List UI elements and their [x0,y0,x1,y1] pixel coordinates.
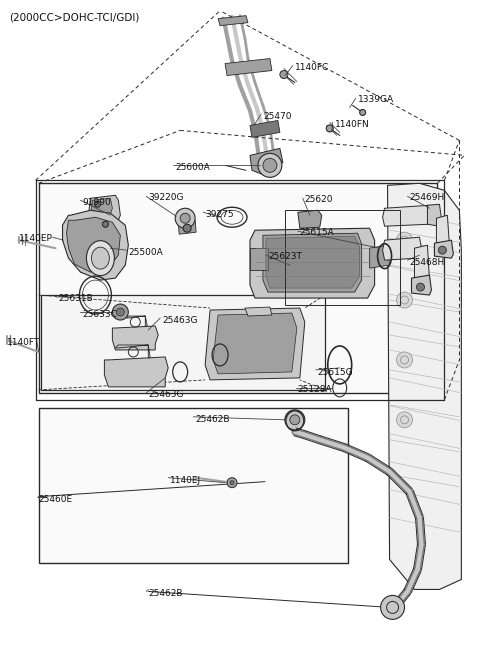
Text: 39220G: 39220G [148,194,184,202]
Bar [38,408,348,562]
Text: 25128A: 25128A [298,385,333,394]
Polygon shape [67,217,120,272]
Polygon shape [263,233,361,292]
Circle shape [230,481,234,485]
Polygon shape [213,313,297,374]
Polygon shape [250,148,283,175]
Polygon shape [205,308,305,380]
Text: 25468H: 25468H [409,258,445,267]
Text: 25470: 25470 [263,112,291,121]
Text: 1140EJ: 1140EJ [170,476,201,485]
Circle shape [285,410,305,430]
Polygon shape [434,240,454,258]
Polygon shape [104,357,168,387]
Polygon shape [383,205,432,226]
Circle shape [95,201,100,207]
Polygon shape [415,245,430,285]
Text: 39275: 39275 [205,211,234,219]
Polygon shape [298,211,322,228]
Circle shape [227,478,237,487]
Text: 25631B: 25631B [59,294,93,303]
Polygon shape [250,248,268,270]
Polygon shape [411,275,432,295]
Text: 25620: 25620 [305,195,333,204]
Polygon shape [88,195,120,230]
Circle shape [360,110,366,115]
Polygon shape [112,326,158,350]
Circle shape [183,224,191,232]
Polygon shape [245,307,272,316]
Circle shape [258,154,282,177]
Circle shape [180,213,190,223]
Bar [41,295,325,390]
Polygon shape [436,215,449,250]
Text: 1140FT: 1140FT [7,338,40,347]
Circle shape [438,246,446,254]
Polygon shape [266,236,360,288]
Text: 1140FC: 1140FC [295,62,329,72]
Circle shape [396,412,412,428]
Ellipse shape [91,247,109,269]
Polygon shape [178,220,196,234]
Polygon shape [218,16,248,26]
Text: 1339GA: 1339GA [358,96,394,104]
Polygon shape [387,183,461,590]
Circle shape [396,232,412,248]
Text: 25462B: 25462B [195,415,229,424]
Circle shape [175,208,195,228]
Text: 25463G: 25463G [148,390,184,399]
Text: 25615A: 25615A [300,228,335,237]
Circle shape [396,292,412,308]
Polygon shape [370,245,390,268]
Text: (2000CC>DOHC-TCI/GDI): (2000CC>DOHC-TCI/GDI) [9,12,139,23]
Circle shape [263,158,277,173]
Polygon shape [428,204,442,226]
Polygon shape [115,345,150,358]
Circle shape [396,352,412,368]
Circle shape [381,596,405,619]
Bar [285,211,399,305]
Ellipse shape [86,241,114,276]
Text: 25462B: 25462B [148,590,183,598]
Circle shape [417,283,424,291]
Polygon shape [225,58,272,75]
Polygon shape [383,237,421,260]
Circle shape [102,221,108,227]
Text: 25623T: 25623T [268,252,302,261]
Text: 25500A: 25500A [128,248,163,257]
Circle shape [290,415,300,425]
Polygon shape [90,198,112,220]
Text: 1140FN: 1140FN [335,121,370,129]
Polygon shape [126,316,147,326]
Circle shape [112,304,128,320]
Polygon shape [250,228,374,298]
Bar [38,183,437,393]
Text: 91990: 91990 [83,198,111,207]
Circle shape [326,125,333,132]
Circle shape [280,71,288,79]
Text: 1140EP: 1140EP [19,234,52,243]
Polygon shape [250,121,280,137]
Polygon shape [62,211,128,280]
Text: 25615G: 25615G [318,368,353,377]
Circle shape [116,308,124,316]
Text: 25633C: 25633C [83,310,117,319]
Text: 25469H: 25469H [409,194,445,202]
Text: 25460E: 25460E [38,495,72,504]
Text: 25463G: 25463G [162,316,198,325]
Text: 25600A: 25600A [175,163,210,173]
